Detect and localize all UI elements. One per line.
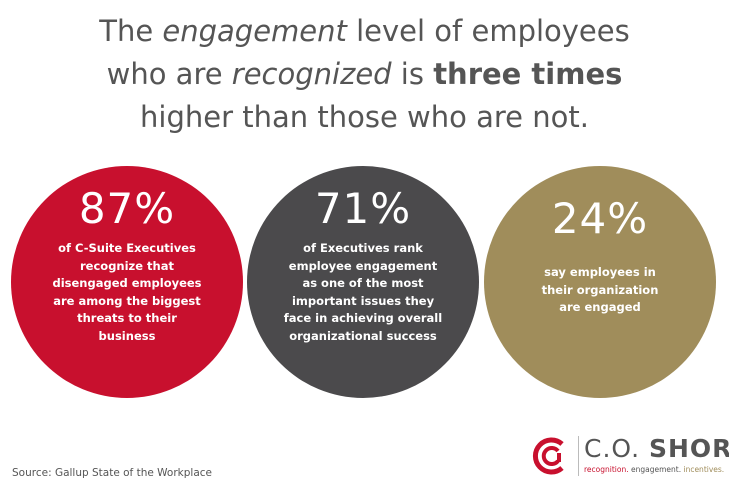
- stat-description-line: recognize that: [80, 258, 174, 273]
- logo-name-bold: SHORT: [648, 434, 729, 463]
- stat-description-line: are among the biggest: [53, 293, 201, 308]
- tagline-incentives: incentives.: [683, 465, 725, 474]
- stat-percent: 24%: [551, 194, 649, 243]
- headline-line-2: who are recognized is three times: [0, 53, 729, 96]
- stat-circle-87: 87% of C-Suite Executives recognize that…: [11, 166, 243, 398]
- headline-line-3: higher than those who are not.: [140, 100, 589, 134]
- headline-text: level of employees: [346, 14, 630, 48]
- stat-description-line: business: [98, 328, 156, 343]
- stat-description-line: employee engagement: [288, 258, 438, 273]
- headline-text: is: [391, 57, 434, 91]
- stat-description-line: of Executives rank: [303, 241, 423, 255]
- stat-description-line: important issues they: [291, 293, 435, 308]
- company-logo: C.O. SHORT recognition. engagement. ince…: [532, 432, 729, 482]
- logo-tagline: recognition. engagement. incentives.: [584, 465, 724, 474]
- stat-circle-24: 24% say employees in their organization …: [484, 166, 716, 398]
- headline-text: The: [99, 14, 163, 48]
- logo-wordmark: C.O. SHORT: [584, 434, 729, 464]
- logo-mark-icon: [532, 437, 564, 475]
- tagline-recognition: recognition.: [584, 465, 629, 474]
- stat-description-line: disengaged employees: [52, 276, 202, 290]
- stat-description-line: organizational success: [289, 328, 437, 343]
- headline-strong-three-times: three times: [433, 57, 623, 91]
- stat-description-line: of C-Suite Executives: [58, 241, 196, 255]
- stat-description: of Executives rank employee engagement a…: [268, 240, 458, 345]
- tagline-engagement: engagement.: [630, 465, 682, 474]
- headline-text: who are: [106, 57, 232, 91]
- stat-description-line: say employees in: [544, 265, 656, 279]
- headline: The engagement level of employees who ar…: [0, 10, 729, 139]
- logo-name-prefix: C.O.: [584, 434, 641, 463]
- stat-description-line: their organization: [541, 282, 659, 297]
- stat-description: of C-Suite Executives recognize that dis…: [32, 240, 222, 345]
- stat-description-line: face in achieving overall: [283, 311, 443, 325]
- stat-description-line: threats to their: [77, 311, 177, 325]
- stat-description: say employees in their organization are …: [530, 264, 670, 317]
- logo-divider: [578, 436, 579, 476]
- stat-description-line: are engaged: [559, 300, 641, 314]
- source-note: Source: Gallup State of the Workplace: [12, 467, 212, 479]
- headline-emphasis-recognized: recognized: [231, 57, 392, 91]
- stat-circle-71: 71% of Executives rank employee engageme…: [247, 166, 479, 398]
- stat-percent: 71%: [314, 184, 412, 233]
- stat-percent: 87%: [78, 184, 176, 233]
- headline-line-1: The engagement level of employees: [0, 10, 729, 53]
- stat-description-line: as one of the most: [302, 276, 424, 290]
- headline-emphasis-engagement: engagement: [162, 14, 347, 48]
